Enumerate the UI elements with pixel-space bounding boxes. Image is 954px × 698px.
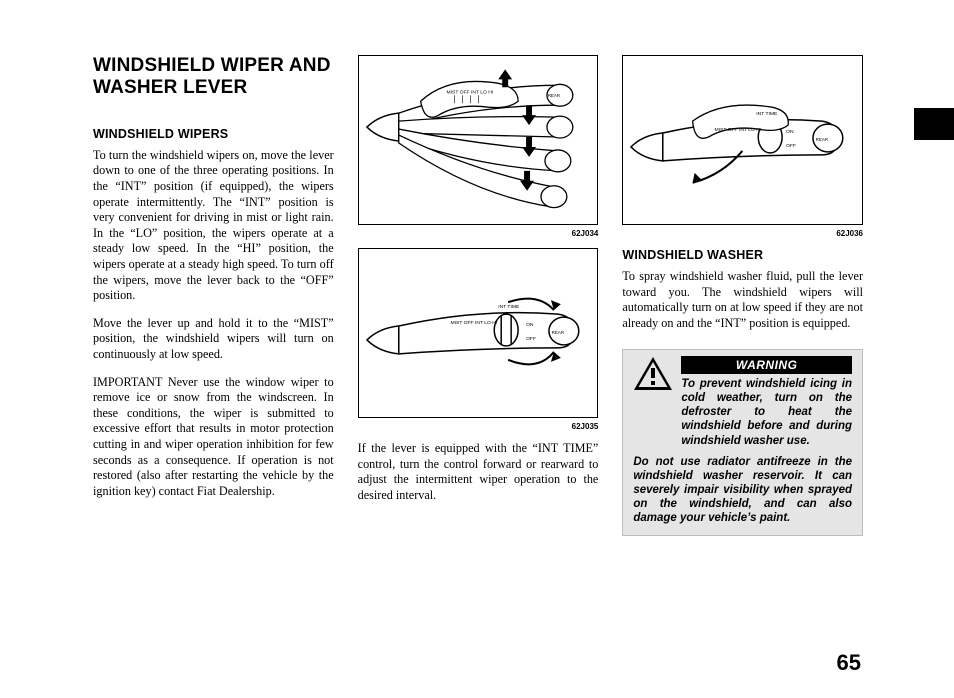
para-wipers-2: Move the lever up and hold it to the “MI… bbox=[93, 316, 334, 363]
page-title: WINDSHIELD WIPER AND WASHER LEVER bbox=[93, 55, 334, 99]
para-int-time: If the lever is equipped with the “INT T… bbox=[358, 441, 599, 503]
warning-right: WARNING To prevent windshield icing in c… bbox=[681, 356, 852, 447]
figure-washer-pull: MIST OFF INT LO HI INT TIME ON OFF REAR bbox=[622, 55, 863, 225]
int-time-illustration: MIST OFF INT LO HI INT TIME ON OFF REAR bbox=[359, 248, 598, 418]
svg-text:ON: ON bbox=[526, 322, 534, 328]
warning-box: WARNING To prevent windshield icing in c… bbox=[622, 349, 863, 535]
warning-text-2: Do not use radiator antifreeze in the wi… bbox=[633, 455, 852, 525]
column-1: WINDSHIELD WIPER AND WASHER LEVER WINDSH… bbox=[93, 55, 334, 536]
warning-banner: WARNING bbox=[681, 356, 852, 374]
figure-b-code: 62J035 bbox=[358, 422, 599, 431]
svg-text:MIST OFF INT LO HI: MIST OFF INT LO HI bbox=[446, 89, 493, 95]
warning-header-row: WARNING To prevent windshield icing in c… bbox=[633, 356, 852, 447]
warning-triangle-icon bbox=[633, 356, 673, 392]
svg-text:REAR: REAR bbox=[547, 93, 560, 98]
svg-text:MIST OFF INT LO HI: MIST OFF INT LO HI bbox=[450, 320, 497, 326]
column-2: MIST OFF INT LO HI REAR 62J034 bbox=[358, 55, 599, 536]
page-number: 65 bbox=[837, 650, 861, 676]
svg-text:OFF: OFF bbox=[526, 336, 536, 342]
warning-text-1: To prevent windshield icing in cold weat… bbox=[681, 377, 852, 447]
figure-int-time: MIST OFF INT LO HI INT TIME ON OFF REAR bbox=[358, 248, 599, 418]
subhead-wipers: WINDSHIELD WIPERS bbox=[93, 127, 334, 141]
svg-text:REAR: REAR bbox=[551, 330, 564, 335]
figure-lever-positions: MIST OFF INT LO HI REAR bbox=[358, 55, 599, 225]
svg-text:MIST OFF INT LO HI: MIST OFF INT LO HI bbox=[715, 127, 762, 133]
figure-c-code: 62J036 bbox=[622, 229, 863, 238]
svg-text:INT TIME: INT TIME bbox=[498, 304, 520, 310]
subhead-washer: WINDSHIELD WASHER bbox=[622, 248, 863, 262]
svg-text:INT TIME: INT TIME bbox=[757, 111, 779, 117]
column-layout: WINDSHIELD WIPER AND WASHER LEVER WINDSH… bbox=[93, 55, 863, 536]
para-washer-1: To spray windshield washer fluid, pull t… bbox=[622, 269, 863, 331]
svg-text:OFF: OFF bbox=[786, 143, 796, 149]
page-content: WINDSHIELD WIPER AND WASHER LEVER WINDSH… bbox=[93, 55, 863, 665]
column-3: MIST OFF INT LO HI INT TIME ON OFF REAR … bbox=[622, 55, 863, 536]
svg-text:REAR: REAR bbox=[816, 137, 829, 142]
side-tab bbox=[914, 108, 954, 140]
para-wipers-3: IMPORTANT Never use the window wiper to … bbox=[93, 375, 334, 500]
para-wipers-1: To turn the windshield wipers on, move t… bbox=[93, 148, 334, 304]
washer-pull-illustration: MIST OFF INT LO HI INT TIME ON OFF REAR bbox=[623, 55, 862, 225]
figure-a-code: 62J034 bbox=[358, 229, 599, 238]
lever-positions-illustration: MIST OFF INT LO HI REAR bbox=[359, 55, 598, 225]
svg-text:ON: ON bbox=[786, 129, 794, 135]
